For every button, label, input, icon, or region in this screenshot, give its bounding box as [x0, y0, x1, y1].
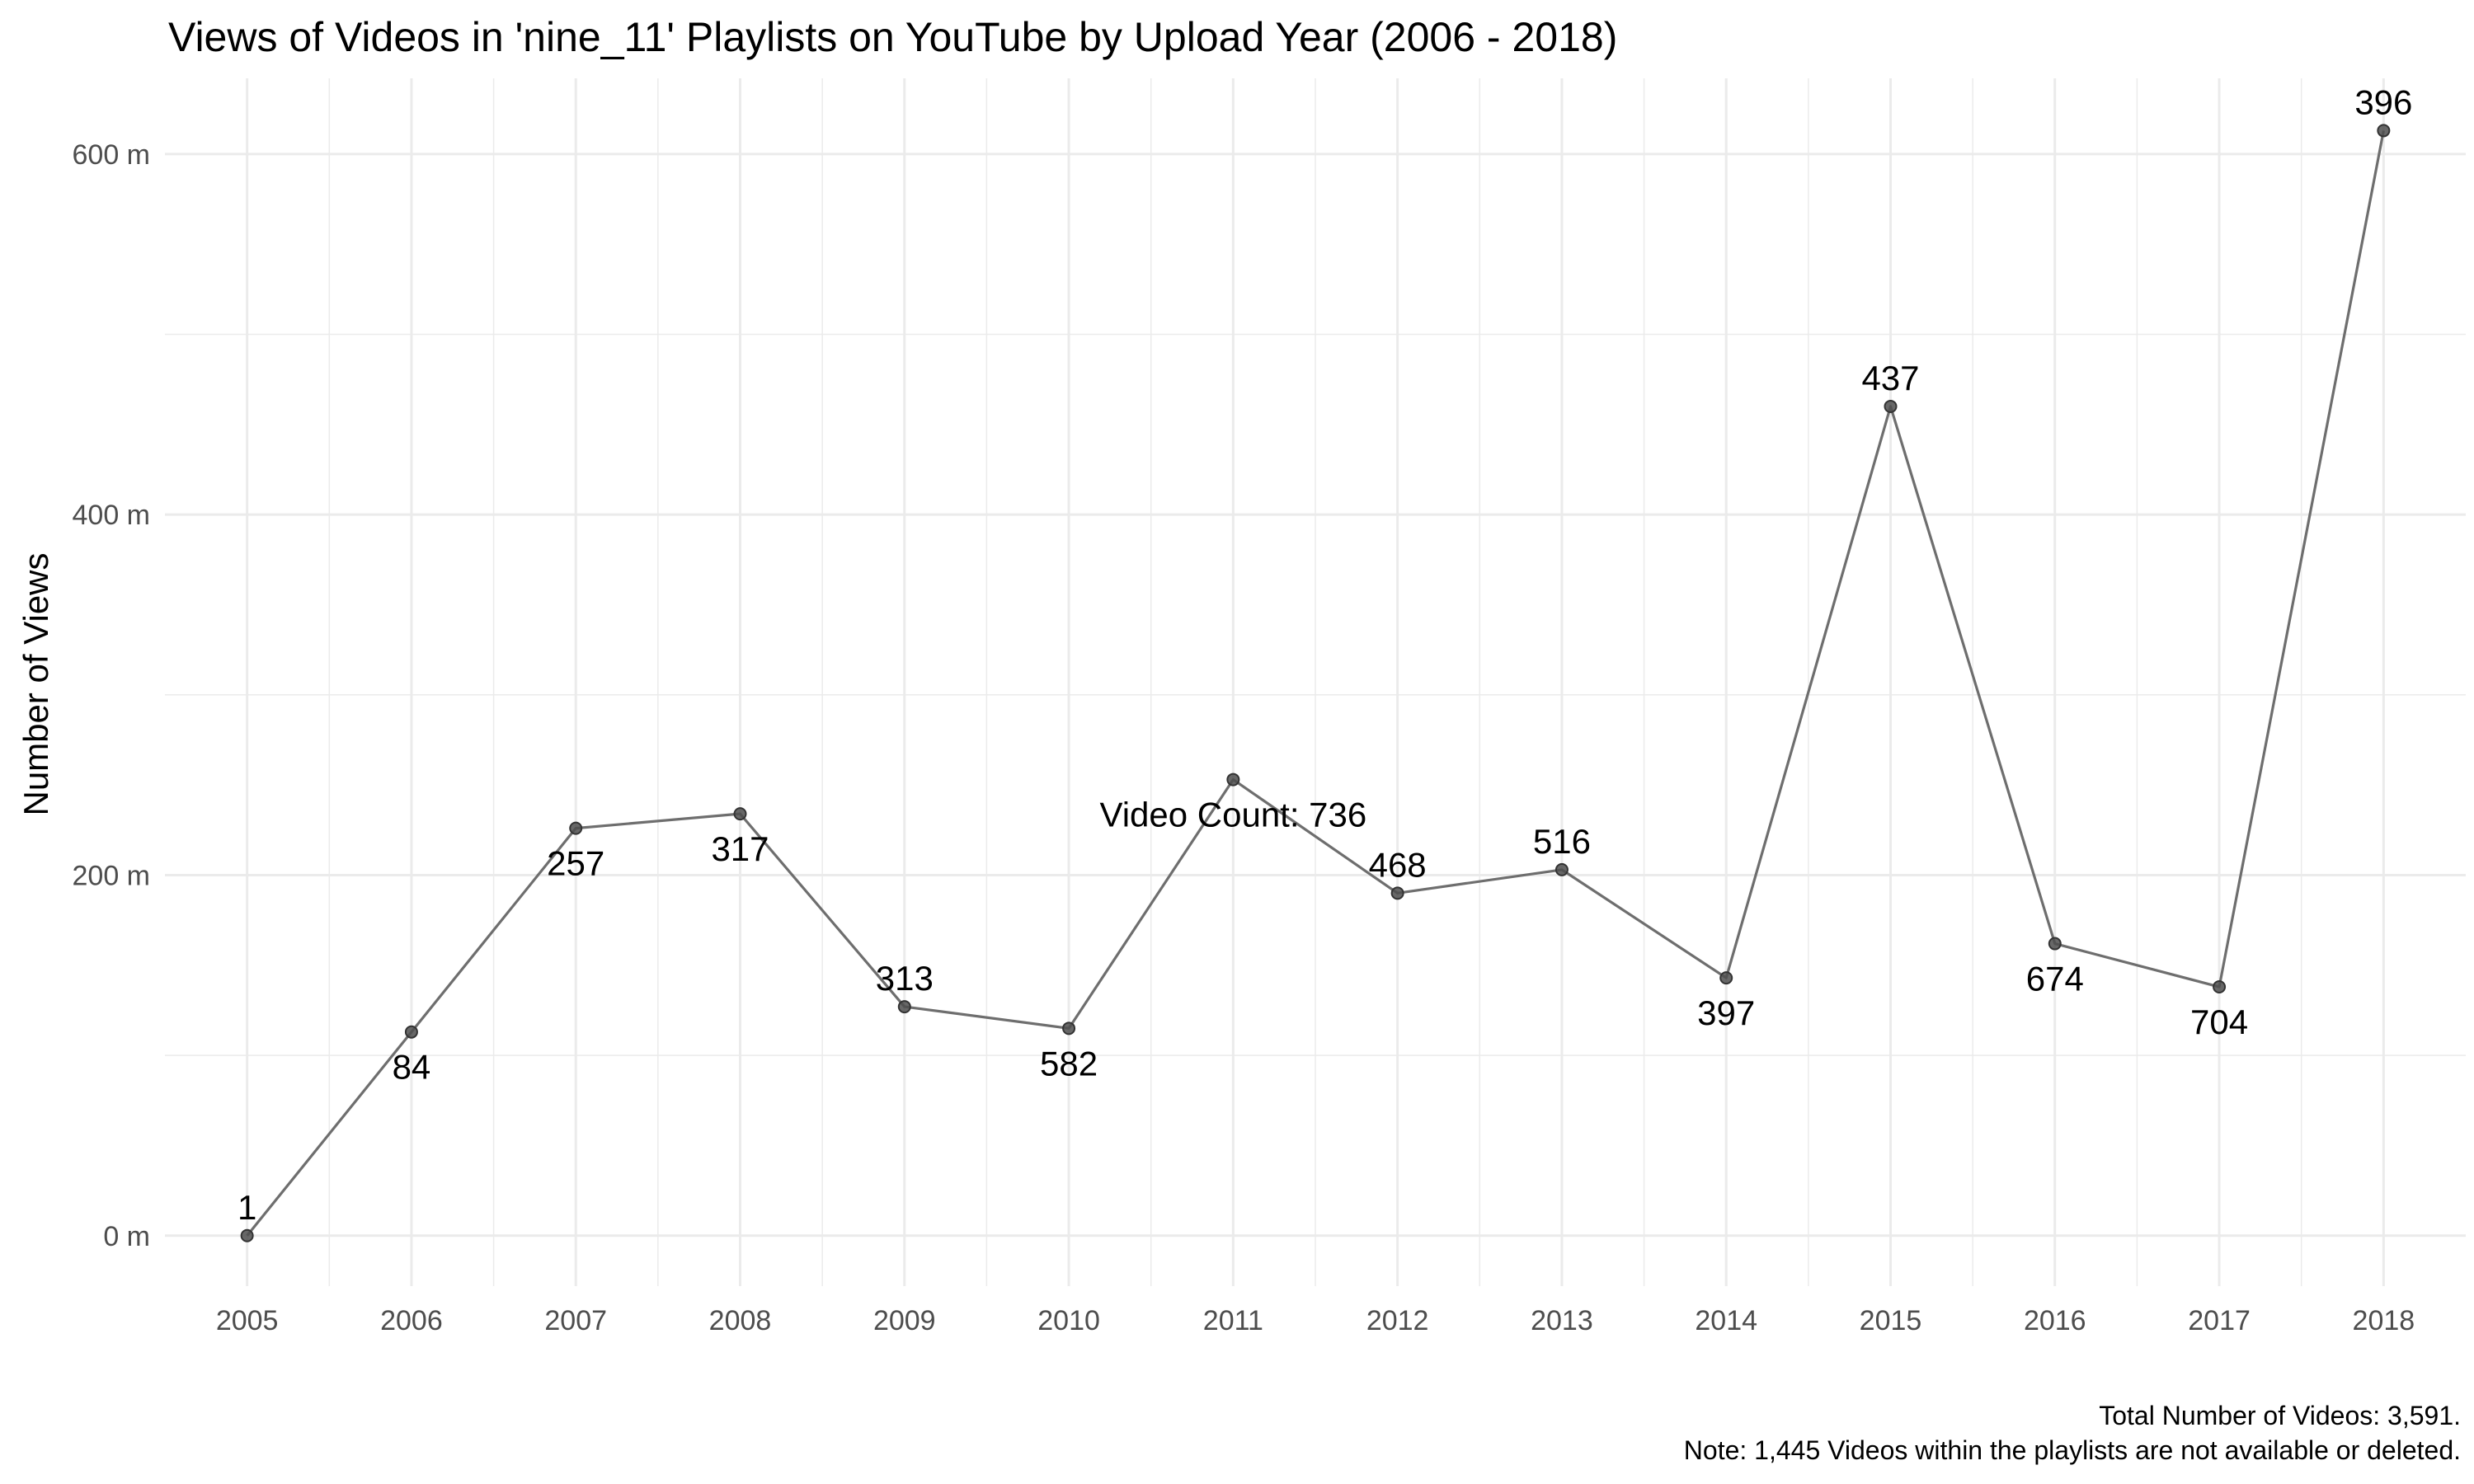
- data-point: [240, 1228, 254, 1242]
- x-axis-ticks: 2005 2006 2007 2008 2009 2010 2011 2012 2013 2014…: [216, 1305, 2415, 1336]
- data-point: [733, 807, 747, 821]
- point-label: 396: [2354, 82, 2412, 121]
- y-tick-label: 600 m: [73, 139, 151, 171]
- caption-note: Note: 1,445 Videos within the playlists …: [1684, 1435, 2461, 1465]
- point-label: 704: [2190, 1003, 2248, 1041]
- point-label: 1: [238, 1188, 256, 1227]
- point-label: 397: [1697, 993, 1755, 1032]
- data-point: [2048, 937, 2062, 951]
- x-tick-label: 2010: [1037, 1305, 1100, 1336]
- x-tick-label: 2007: [544, 1305, 607, 1336]
- point-label: 437: [1861, 359, 1919, 397]
- y-axis-title: Number of Views: [16, 552, 55, 815]
- point-label: 313: [876, 959, 934, 998]
- x-tick-label: 2012: [1366, 1305, 1429, 1336]
- chart-title: Views of Videos in 'nine_11' Playlists o…: [168, 14, 1617, 60]
- grid-lines: [165, 78, 2466, 1286]
- point-label: 516: [1533, 822, 1591, 861]
- x-tick-label: 2008: [709, 1305, 772, 1336]
- point-label: 468: [1369, 845, 1427, 884]
- y-tick-label: 0 m: [103, 1221, 150, 1252]
- x-tick-label: 2006: [380, 1305, 443, 1336]
- y-tick-label: 400 m: [73, 500, 151, 531]
- data-point: [569, 821, 583, 835]
- point-label: 257: [547, 844, 604, 883]
- data-point: [897, 1000, 911, 1014]
- point-label: 582: [1040, 1044, 1098, 1082]
- x-tick-label: 2014: [1695, 1305, 1757, 1336]
- caption-total: Total Number of Videos: 3,591.: [2099, 1401, 2461, 1430]
- x-tick-label: 2013: [1531, 1305, 1593, 1336]
- data-point: [1884, 399, 1898, 413]
- y-tick-label: 200 m: [73, 860, 151, 891]
- data-point: [404, 1025, 418, 1039]
- point-label: 674: [2026, 960, 2084, 998]
- x-tick-label: 2009: [873, 1305, 936, 1336]
- series-line: [246, 130, 2385, 1237]
- data-point: [1062, 1021, 1076, 1036]
- x-tick-label: 2016: [2024, 1305, 2086, 1336]
- data-point: [2213, 980, 2227, 994]
- x-tick-label: 2018: [2353, 1305, 2415, 1336]
- data-point: [2377, 124, 2391, 138]
- data-point: [1390, 886, 1404, 900]
- point-label: 317: [711, 829, 769, 868]
- x-tick-label: 2011: [1203, 1305, 1263, 1336]
- series-line-group: [240, 124, 2391, 1242]
- x-tick-label: 2015: [1860, 1305, 1922, 1336]
- data-point: [1719, 971, 1733, 985]
- data-point: [1226, 773, 1240, 787]
- data-point: [1554, 862, 1569, 876]
- y-axis-ticks: 0 m 200 m 400 m 600 m: [73, 139, 151, 1252]
- x-tick-label: 2005: [216, 1305, 279, 1336]
- x-tick-label: 2017: [2188, 1305, 2251, 1336]
- point-label: Video Count: 736: [1099, 796, 1366, 834]
- point-label: 84: [393, 1048, 431, 1087]
